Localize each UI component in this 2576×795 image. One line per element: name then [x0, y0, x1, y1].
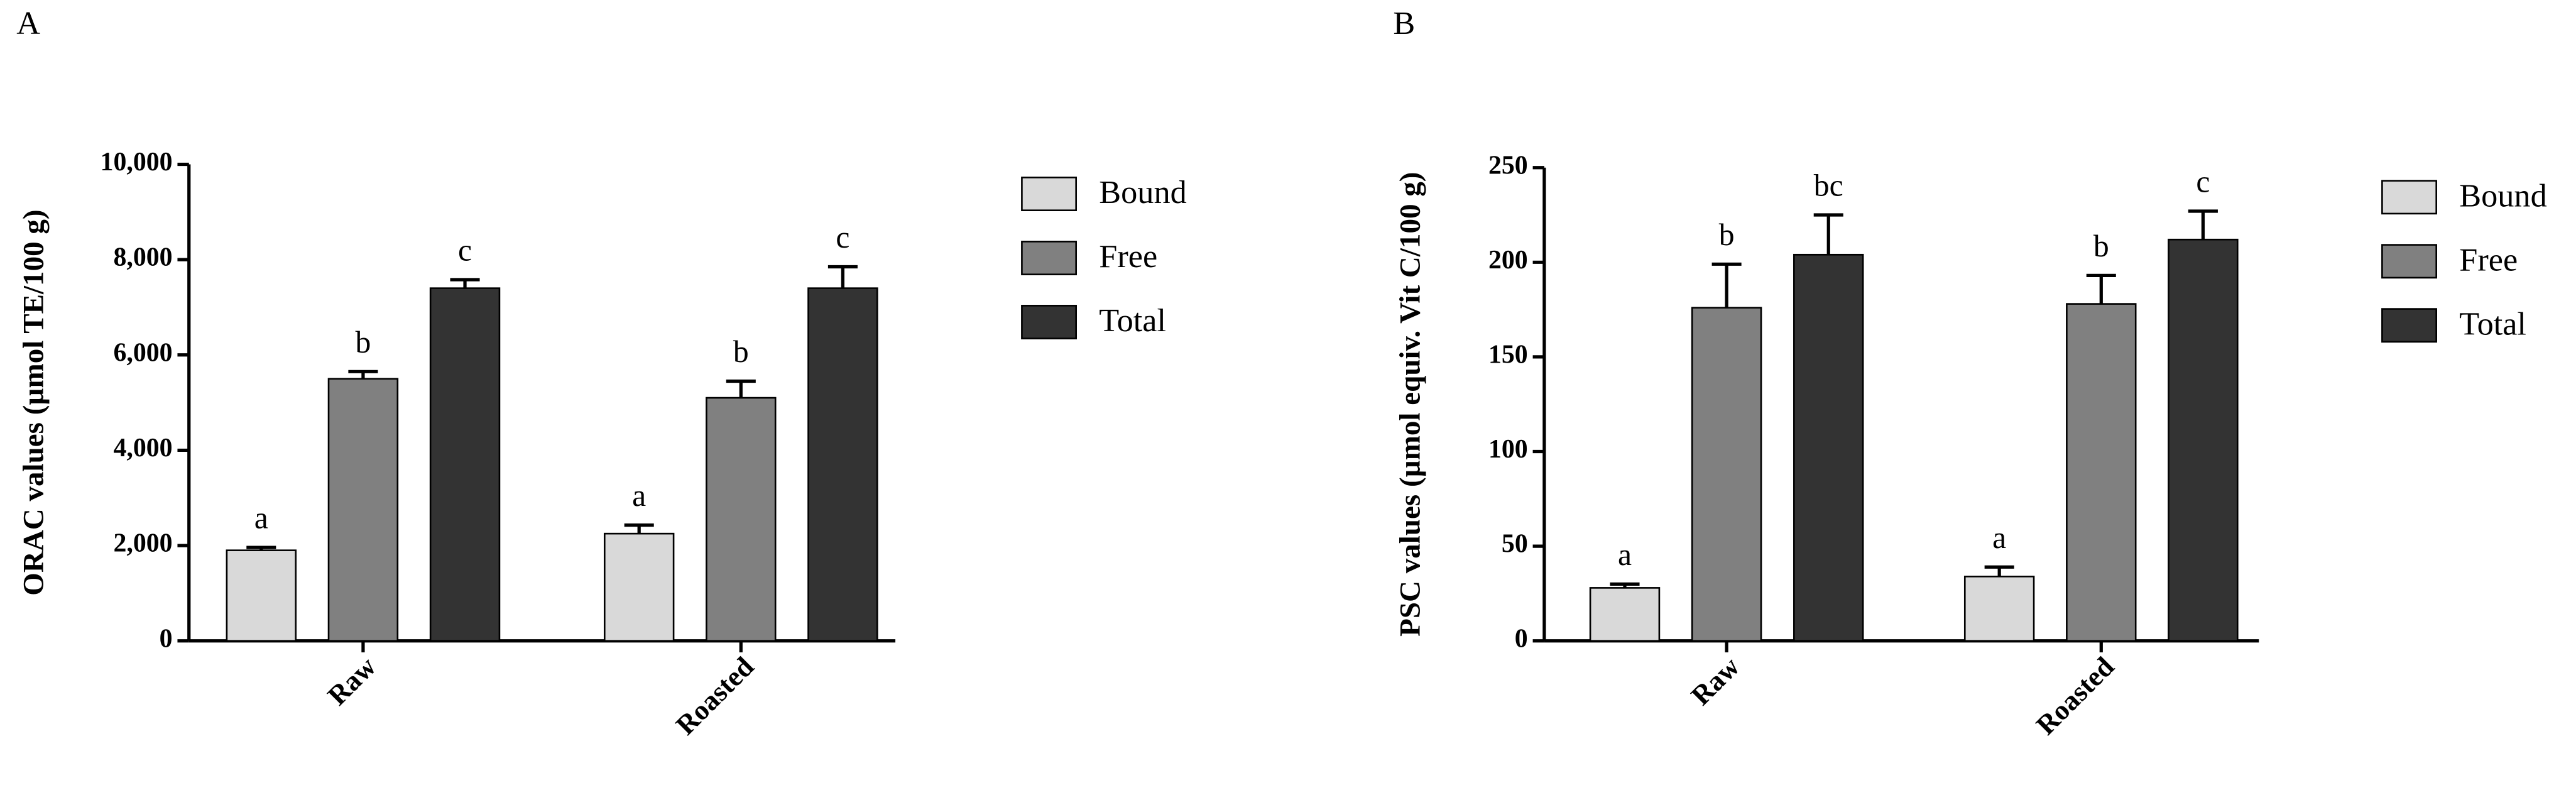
significance-letter: a — [254, 501, 268, 535]
y-tick-label: 50 — [1502, 530, 1528, 559]
y-tick-label: 150 — [1488, 341, 1528, 370]
bar — [1589, 587, 1661, 642]
y-tick-label: 8,000 — [113, 243, 172, 272]
bar — [327, 378, 399, 642]
y-tick-label: 4,000 — [113, 434, 172, 463]
bar — [429, 287, 501, 642]
x-tick-label: Raw — [1685, 650, 1745, 711]
bar — [2168, 238, 2239, 642]
significance-letter: b — [1719, 217, 1735, 252]
y-tick-label: 200 — [1488, 246, 1528, 275]
bar — [603, 532, 675, 642]
y-tick-label: 6,000 — [113, 338, 172, 367]
legend-label: Total — [2459, 305, 2526, 342]
significance-letter: a — [632, 478, 646, 513]
x-tick-label: Roasted — [2030, 650, 2120, 741]
bar — [1963, 576, 2035, 642]
x-tick-label: Roasted — [670, 650, 760, 741]
legend-swatch — [2381, 180, 2437, 215]
chart: A ORAC values (µmol TE/100 g) 0 2,000 4,000 6… — [16, 5, 1187, 741]
bar — [226, 549, 297, 642]
legend-swatch — [1021, 177, 1078, 211]
chart: B PSC values (µmol equiv. Vit C/100 g) 0 50… — [1393, 5, 2546, 741]
significance-letter: a — [1618, 537, 1632, 572]
significance-letter: bc — [1814, 168, 1843, 203]
significance-letter: c — [2196, 165, 2210, 199]
y-tick-label: 0 — [160, 624, 173, 653]
legend-label: Total — [1099, 302, 1166, 339]
bar — [1691, 307, 1762, 642]
y-tick-label: 250 — [1488, 151, 1528, 180]
significance-letter: a — [1992, 520, 2006, 555]
y-tick-label: 0 — [1515, 624, 1528, 653]
significance-letter: c — [836, 220, 849, 255]
significance-letter: b — [733, 334, 749, 369]
bar — [1793, 253, 1864, 642]
bar — [706, 397, 777, 642]
x-tick-label: Raw — [321, 650, 381, 711]
legend-label: Bound — [1099, 174, 1186, 211]
bar — [2066, 303, 2137, 642]
legend-swatch — [1021, 241, 1078, 275]
legend-label: Bound — [2459, 177, 2546, 214]
legend-swatch — [2381, 244, 2437, 279]
y-tick-label: 100 — [1488, 435, 1528, 464]
panel-label: A — [16, 5, 40, 41]
significance-letter: b — [2093, 229, 2109, 263]
bar — [807, 287, 878, 642]
significance-letter: c — [458, 233, 472, 268]
legend-label: Free — [1099, 238, 1157, 275]
y-axis-label: PSC values (µmol equiv. Vit C/100 g) — [1394, 172, 1427, 637]
y-tick-label: 10,000 — [101, 148, 173, 177]
y-axis-label: ORAC values (µmol TE/100 g) — [17, 209, 50, 595]
legend-swatch — [1021, 305, 1078, 339]
y-tick-label: 2,000 — [113, 529, 172, 558]
legend-swatch — [2381, 308, 2437, 343]
legend-label: Free — [2459, 241, 2518, 278]
panel-label: B — [1393, 5, 1415, 41]
significance-letter: b — [356, 325, 371, 359]
